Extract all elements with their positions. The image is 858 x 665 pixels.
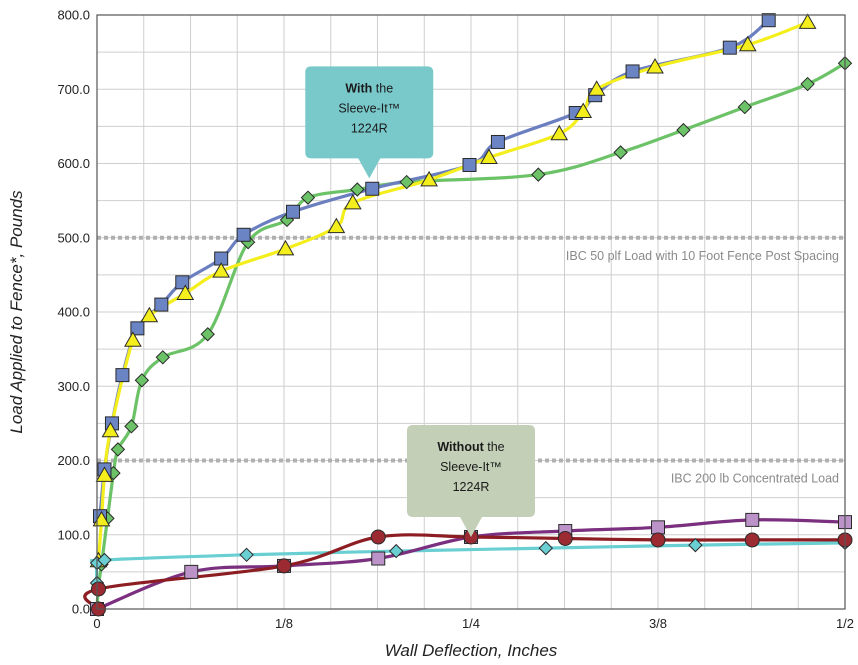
callout-bubble <box>407 424 535 537</box>
data-point-triangle <box>646 57 664 74</box>
data-point-square <box>365 181 380 196</box>
x-tick-label: 1/2 <box>836 616 854 631</box>
x-tick-label: 3/8 <box>649 616 667 631</box>
data-point-diamond <box>388 543 404 559</box>
y-tick-label: 500.0 <box>57 230 90 245</box>
data-point-diamond <box>350 182 365 197</box>
callout-line-2: Sleeve-It™ <box>440 460 502 474</box>
callouts: With the Sleeve-It™ 1224R Without the Sleeve… <box>305 66 535 537</box>
data-point-circle <box>557 530 573 546</box>
reference-line-label: IBC 200 lb Concentrated Load <box>671 472 839 486</box>
data-point-diamond <box>531 167 546 182</box>
data-point-triangle <box>798 13 817 29</box>
data-point-circle <box>744 532 760 548</box>
data-point-square <box>761 13 776 28</box>
y-tick-label: 800.0 <box>57 8 90 23</box>
callout-line-1: Without the <box>437 440 504 454</box>
y-tick-label: 100.0 <box>57 527 90 542</box>
plot-frame <box>96 14 846 610</box>
x-axis-title: Wall Deflection, Inches <box>385 641 558 660</box>
data-point-circle <box>650 532 666 548</box>
data-point-triangle <box>124 331 142 347</box>
data-point-triangle <box>176 284 195 300</box>
data-point-diamond <box>155 350 171 365</box>
data-point-triangle <box>574 102 593 119</box>
data-point-diamond <box>399 174 414 190</box>
data-point-triangle <box>738 35 757 52</box>
data-point-diamond <box>124 419 139 434</box>
data-point-triangle <box>276 239 295 256</box>
data-point-square <box>130 321 145 336</box>
data-point-triangle <box>550 124 569 141</box>
data-point-square <box>490 134 505 149</box>
reference-line-label: IBC 50 plf Load with 10 Foot Fence Post … <box>566 249 839 263</box>
y-axis-title: Load Applied to Fence*, Pounds <box>7 190 26 434</box>
x-tick-label: 0 <box>93 616 100 631</box>
callout-line-3: 1224R <box>453 480 490 494</box>
data-point-diamond <box>110 442 126 457</box>
callout-rest: the <box>372 81 393 95</box>
y-tick-label: 300.0 <box>57 379 90 394</box>
data-point-square <box>371 551 386 566</box>
callout-bubble <box>305 66 434 179</box>
data-point-square <box>115 368 130 383</box>
data-point-triangle <box>140 306 159 323</box>
data-point-diamond <box>676 122 691 138</box>
series-markers <box>89 13 853 617</box>
data-point-square <box>154 297 169 312</box>
y-tick-label: 700.0 <box>57 82 90 97</box>
data-point-circle <box>370 529 386 545</box>
y-tick-label: 400.0 <box>57 305 90 320</box>
data-point-square <box>722 40 737 55</box>
data-point-diamond <box>300 190 316 205</box>
data-point-diamond <box>800 76 815 92</box>
data-point-triangle <box>480 148 498 165</box>
data-point-diamond <box>200 327 215 342</box>
data-point-diamond <box>613 145 628 160</box>
data-point-triangle <box>327 217 346 234</box>
data-point-triangle <box>343 193 362 210</box>
data-point-square <box>285 204 300 219</box>
callout-bold-word: Without <box>437 440 484 454</box>
data-point-diamond <box>97 552 112 568</box>
callout-bold-word: With <box>345 81 372 95</box>
data-point-square <box>651 520 665 535</box>
y-tick-label: 600.0 <box>57 156 90 171</box>
callout-rest: the <box>484 440 505 454</box>
data-point-square <box>625 64 640 79</box>
data-point-diamond <box>239 547 254 563</box>
tick-labels: 0.0 100.0 200.0 300.0 400.0 500.0 600.0 700.0 80… <box>57 8 854 632</box>
y-tick-label: 0.0 <box>72 602 90 617</box>
data-point-diamond <box>538 540 554 556</box>
data-point-square <box>184 564 199 579</box>
data-point-diamond <box>134 373 150 388</box>
series-line <box>95 61 847 611</box>
data-point-diamond <box>688 537 703 553</box>
x-tick-label: 1/8 <box>275 616 293 631</box>
data-point-square <box>462 157 477 172</box>
data-point-triangle <box>101 421 120 438</box>
series-line <box>83 533 847 611</box>
data-point-circle <box>90 581 106 597</box>
data-point-triangle <box>587 80 606 96</box>
data-point-square <box>175 275 190 290</box>
data-point-triangle <box>420 170 438 187</box>
callout-line-1: With the <box>345 81 393 95</box>
data-point-triangle <box>212 262 231 278</box>
y-tick-label: 200.0 <box>57 453 90 468</box>
data-point-triangle <box>95 466 114 482</box>
data-point-square <box>745 512 760 527</box>
data-point-square <box>236 227 251 242</box>
data-point-diamond <box>737 99 752 115</box>
callout-line-2: Sleeve-It™ <box>338 101 400 115</box>
x-tick-label: 1/4 <box>462 616 480 631</box>
data-point-circle <box>276 558 292 574</box>
callout-line-3: 1224R <box>351 121 388 135</box>
